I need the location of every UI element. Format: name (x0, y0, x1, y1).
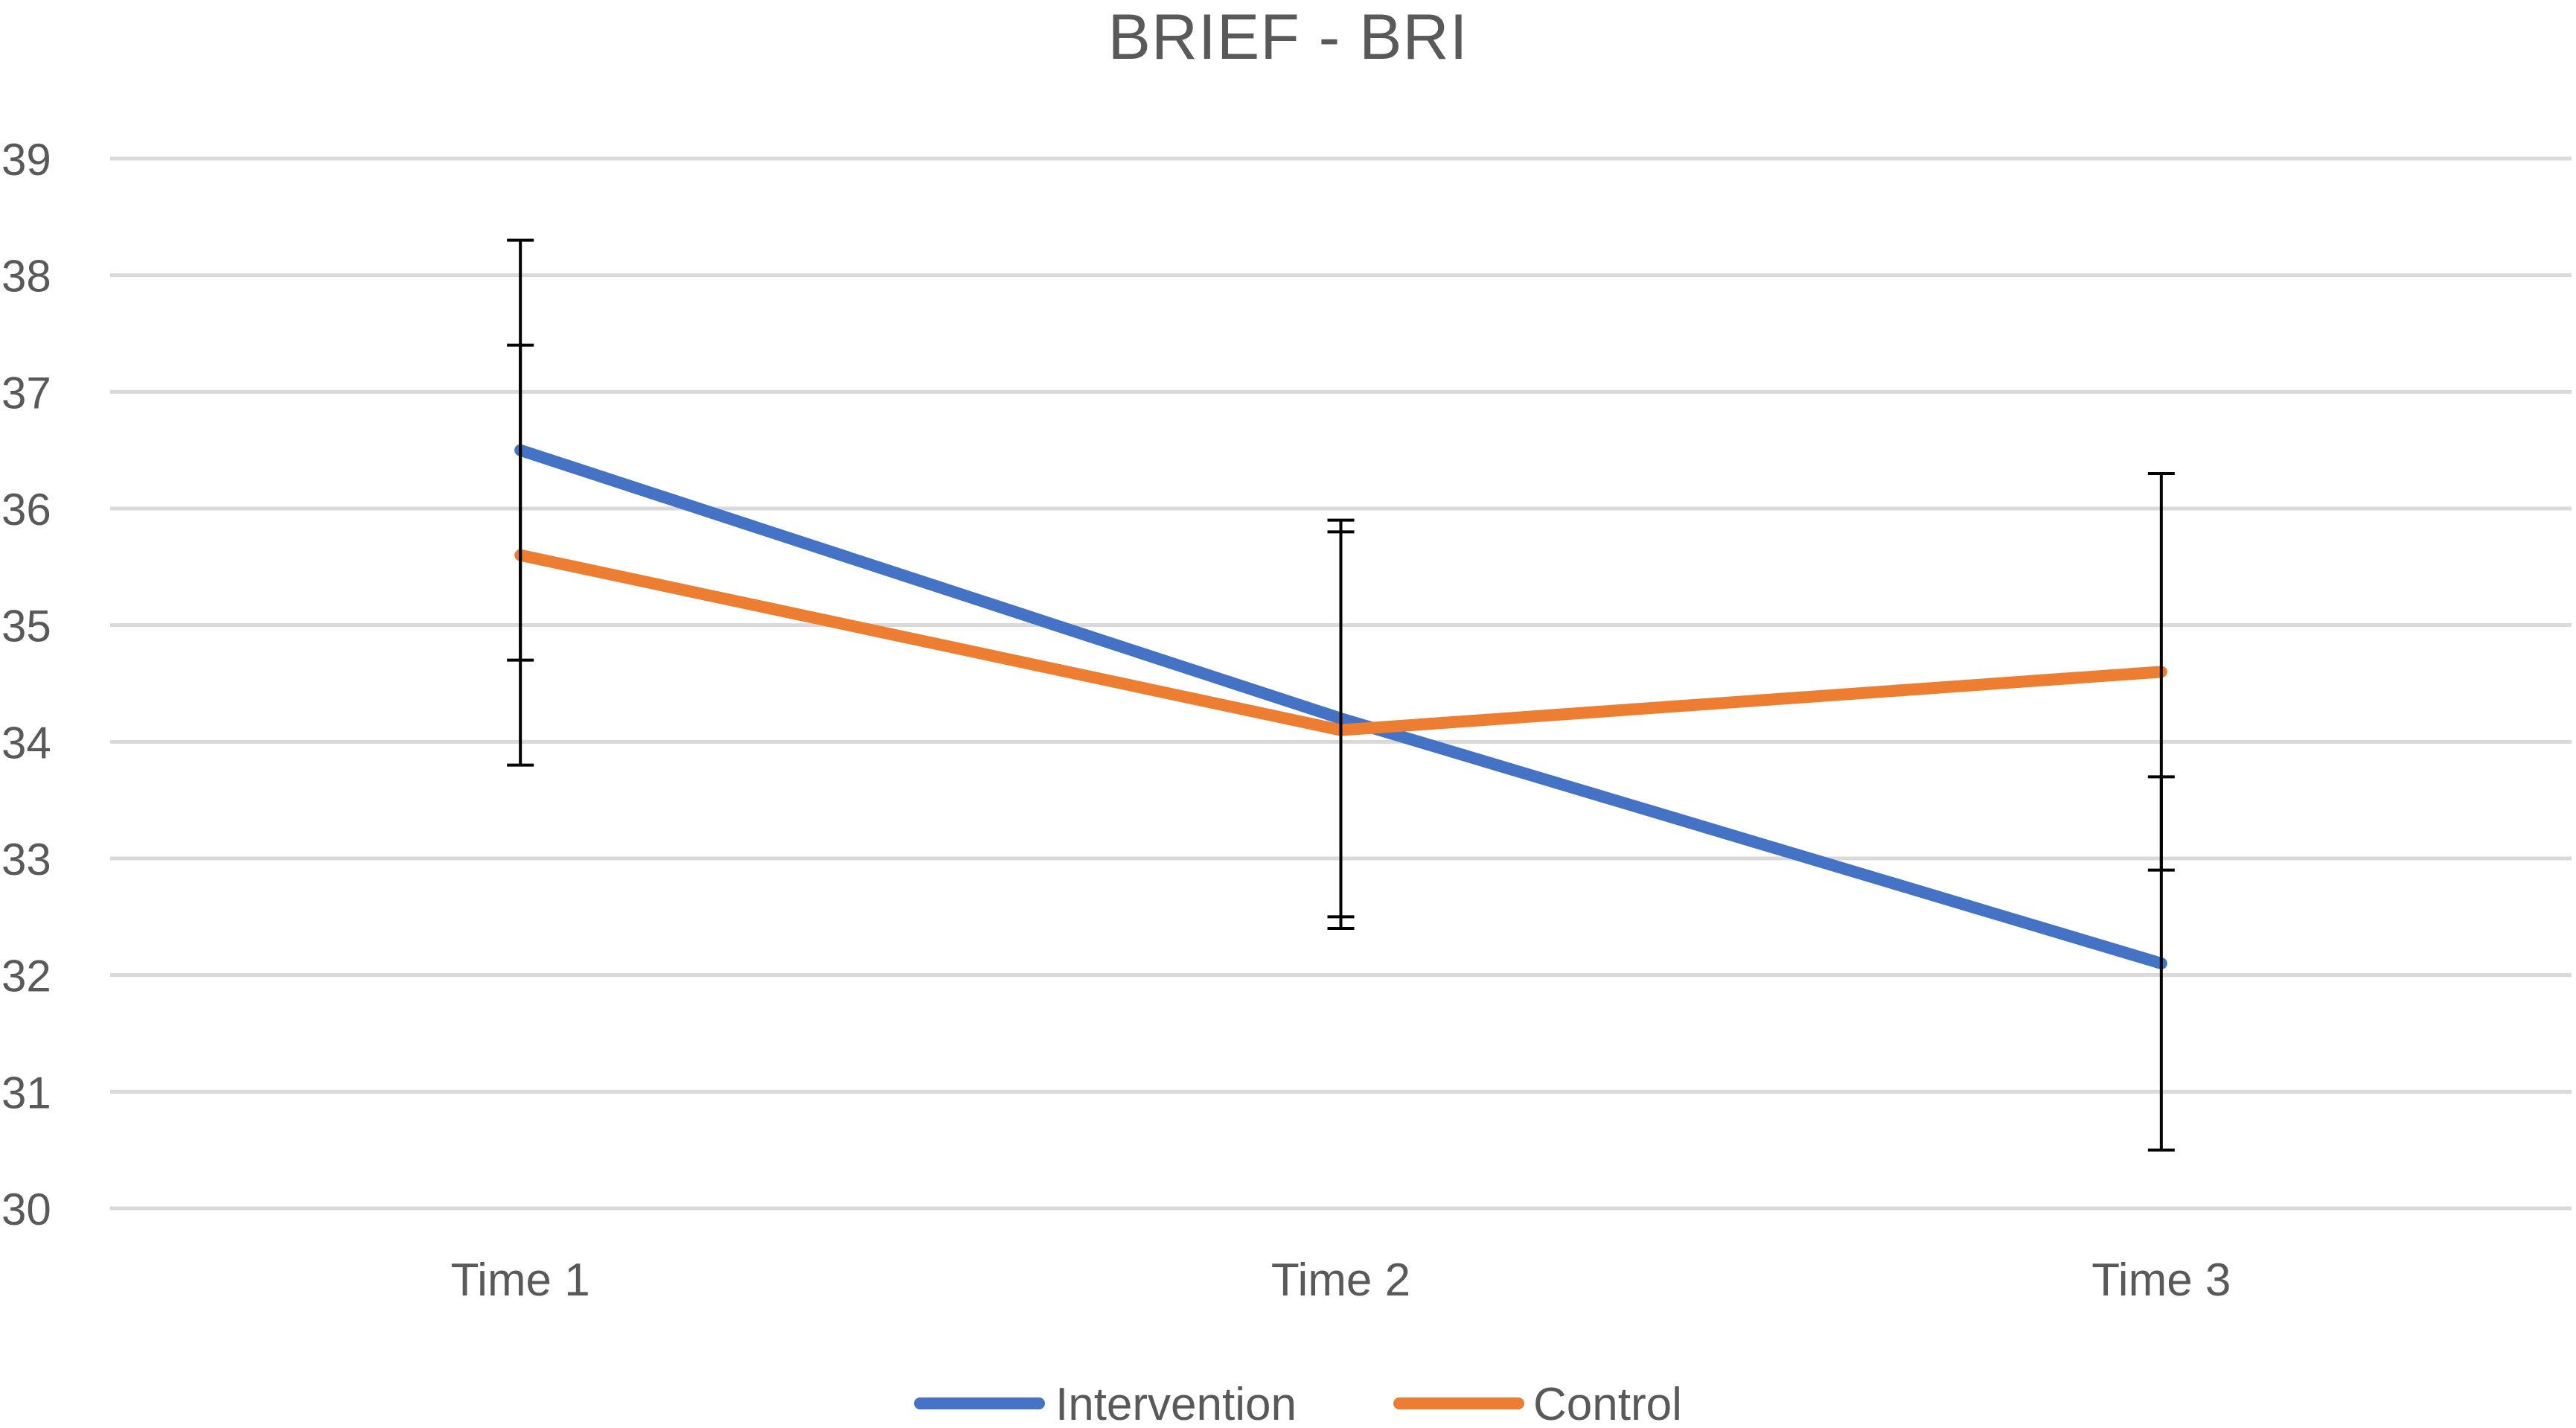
y-axis-tick-labels: 30 31 32 33 34 35 36 37 38 39 (1, 135, 51, 1234)
y-tick-label: 35 (1, 602, 51, 651)
y-tick-label: 30 (1, 1185, 51, 1234)
legend-label: Control (1533, 1379, 1682, 1424)
y-tick-label: 33 (1, 835, 51, 884)
legend-item-control: Control (1393, 1379, 1682, 1428)
chart-title: BRIEF - BRI (1108, 1, 1468, 73)
error-bar (2147, 472, 2175, 872)
y-tick-label: 37 (1, 368, 51, 418)
y-tick-label: 38 (1, 252, 51, 302)
error-bars (507, 238, 2175, 1152)
y-tick-label: 34 (1, 718, 51, 768)
y-tick-label: 39 (1, 135, 51, 185)
x-axis-tick-labels: Time 1 Time 2 Time 3 (451, 1255, 2231, 1306)
x-tick-label: Time 1 (451, 1255, 590, 1306)
legend-label: Intervention (1055, 1379, 1297, 1424)
legend: Intervention Control (914, 1379, 1682, 1428)
legend-item-intervention: Intervention (914, 1379, 1297, 1428)
y-tick-label: 36 (1, 485, 51, 535)
x-tick-label: Time 2 (1271, 1255, 1410, 1306)
error-bar (507, 343, 534, 767)
y-tick-label: 32 (1, 952, 51, 1001)
x-tick-label: Time 3 (2091, 1255, 2231, 1306)
y-tick-label: 31 (1, 1068, 51, 1118)
error-bar (1327, 530, 1355, 930)
